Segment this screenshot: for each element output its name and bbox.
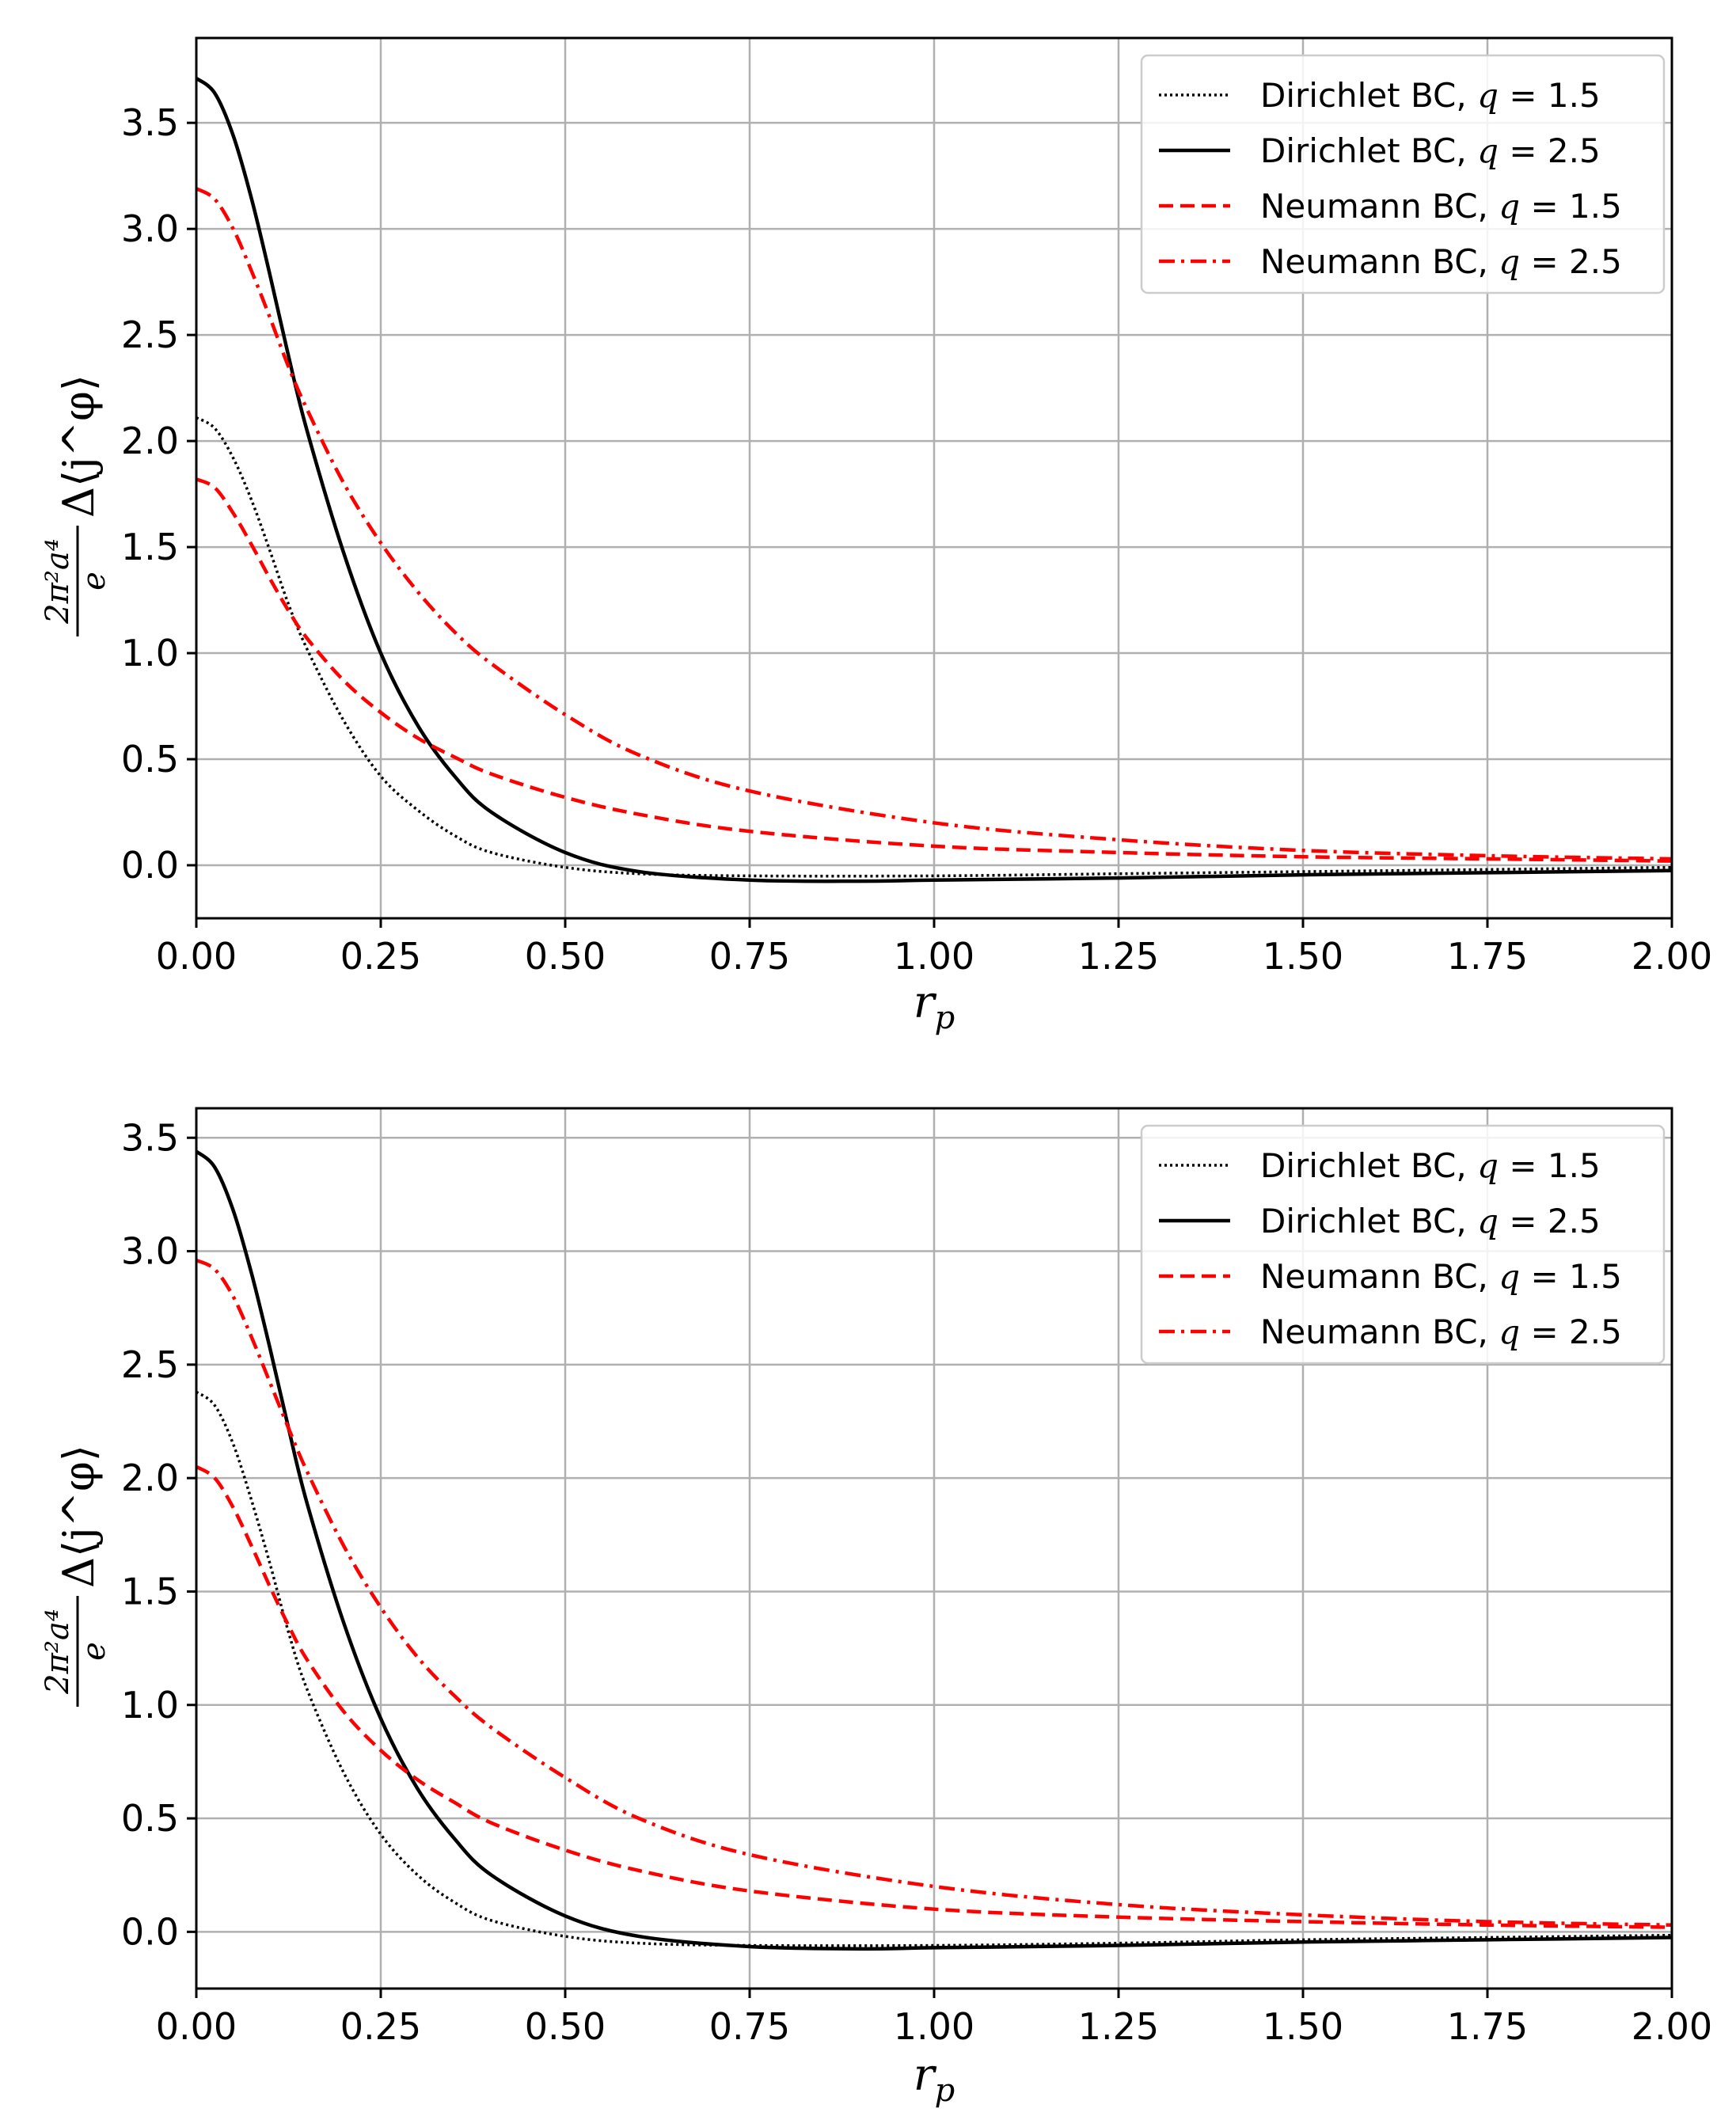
legend-label-0: Dirichlet BC, q = 1.5 [1260, 76, 1601, 115]
x-tick-label: 0.50 [525, 935, 606, 978]
y-tick-label: 3.5 [121, 101, 179, 144]
chart-panel-top: 0.00 0.25 0.50 0.75 1.00 1.25 1.50 1.75 2.00 0.0 0… [40, 36, 1712, 1036]
series-line-1 [196, 77, 1672, 883]
legend-label-2: Neumann BC, q = 1.5 [1260, 1257, 1622, 1296]
x-tick-label: 1.00 [894, 2005, 974, 2048]
x-tick-label: 1.75 [1447, 2005, 1528, 2048]
series-line-3 [196, 187, 1672, 861]
y-label-tail: Δ⟨j^φ⟩ [54, 374, 104, 518]
x-axis-label: rp [914, 977, 955, 1036]
x-tick-label: 1.50 [1263, 935, 1343, 978]
legend: Dirichlet BC, q = 1.5 Dirichlet BC, q = 2… [1140, 54, 1666, 294]
y-label-numerator: 2π²a⁴ [40, 538, 76, 625]
y-tick-label: 1.5 [121, 526, 179, 568]
y-label-denominator: e [76, 1642, 112, 1661]
y-tick-label: 0.0 [121, 1910, 179, 1953]
x-tick-label: 0.50 [525, 2005, 606, 2048]
series-line-2 [196, 1464, 1672, 1929]
y-tick-label: 1.0 [121, 632, 179, 674]
y-tick-label: 2.0 [121, 420, 179, 462]
x-tick-label: 1.25 [1078, 935, 1159, 978]
x-tick-label: 0.25 [340, 935, 421, 978]
x-tick-label: 0.25 [340, 2005, 421, 2048]
y-label-numerator: 2π²a⁴ [40, 1609, 76, 1695]
y-axis-label: 2π²a⁴ e Δ⟨j^φ⟩ [40, 374, 112, 636]
legend-label-3: Neumann BC, q = 2.5 [1260, 1313, 1622, 1351]
x-tick-label: 1.25 [1078, 2005, 1159, 2048]
y-axis-label: 2π²a⁴ e Δ⟨j^φ⟩ [40, 1445, 112, 1707]
y-tick-label: 0.0 [121, 844, 179, 887]
y-label-denominator: e [76, 572, 112, 591]
x-tick-label: 0.75 [709, 935, 790, 978]
y-tick-label: 1.5 [121, 1570, 179, 1613]
x-tick-label: 1.50 [1263, 2005, 1343, 2048]
legend-label-1: Dirichlet BC, q = 2.5 [1260, 1202, 1601, 1240]
y-tick-label: 2.0 [121, 1457, 179, 1499]
legend-label-1: Dirichlet BC, q = 2.5 [1260, 131, 1601, 170]
x-tick-label: 0.00 [156, 935, 237, 978]
series-group [196, 1149, 1672, 1951]
chart-panel-bottom: 0.00 0.25 0.50 0.75 1.00 1.25 1.50 1.75 2.00 0.0 0… [40, 1107, 1712, 2109]
series-group [196, 77, 1672, 883]
x-tick-label: 2.00 [1632, 935, 1712, 978]
y-tick-label: 0.5 [121, 738, 179, 781]
y-label-tail: Δ⟨j^φ⟩ [54, 1445, 104, 1588]
x-tick-label: 1.75 [1447, 935, 1528, 978]
y-tick-label: 3.5 [121, 1116, 179, 1159]
x-tick-label: 0.75 [709, 2005, 790, 2048]
legend-label-2: Neumann BC, q = 1.5 [1260, 187, 1622, 226]
y-tick-label: 0.5 [121, 1797, 179, 1840]
legend-box [1140, 54, 1666, 294]
series-line-0 [196, 1390, 1672, 1947]
x-tick-label: 1.00 [894, 935, 974, 978]
y-tick-label: 1.0 [121, 1684, 179, 1727]
x-axis-label: rp [914, 2050, 955, 2109]
y-tick-label: 3.0 [121, 1230, 179, 1273]
legend-label-3: Neumann BC, q = 2.5 [1260, 242, 1622, 281]
legend-label-0: Dirichlet BC, q = 1.5 [1260, 1146, 1601, 1185]
y-tick-label: 2.5 [121, 1343, 179, 1386]
y-tick-label: 2.5 [121, 313, 179, 356]
y-tick-label: 3.0 [121, 207, 179, 250]
legend: Dirichlet BC, q = 1.5 Dirichlet BC, q = 2… [1140, 1124, 1666, 1365]
x-tick-label: 2.00 [1632, 2005, 1712, 2048]
series-line-0 [196, 416, 1672, 878]
series-line-3 [196, 1258, 1672, 1927]
legend-box [1140, 1124, 1666, 1365]
series-line-1 [196, 1149, 1672, 1951]
x-tick-label: 0.00 [156, 2005, 237, 2048]
